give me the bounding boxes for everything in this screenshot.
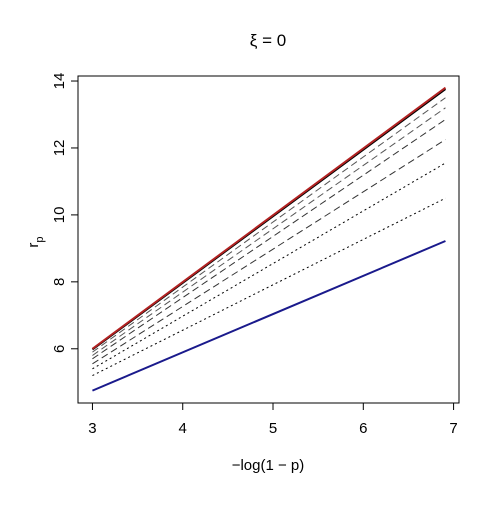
chart-title: ξ = 0 [250, 31, 286, 50]
x-axis-label: −log(1 − p) [232, 457, 305, 474]
series-line [92, 197, 446, 377]
x-tick-label: 4 [179, 420, 187, 437]
y-tick-label: 6 [51, 345, 68, 353]
x-tick-label: 5 [269, 420, 277, 437]
series-line [92, 162, 446, 370]
x-tick-label: 3 [88, 420, 96, 437]
y-axis-label-group: rp [25, 236, 46, 247]
series-line [92, 107, 446, 356]
series-line [92, 139, 446, 365]
y-tick-label: 12 [51, 140, 68, 157]
y-label-main: r [25, 243, 42, 248]
series-line [92, 119, 446, 360]
x-tick-label: 7 [449, 420, 457, 437]
plot-box [77, 75, 460, 404]
y-tick-label: 8 [51, 278, 68, 286]
y-axis-label: rp [25, 236, 46, 247]
series-line [92, 97, 446, 353]
x-tick-label: 6 [359, 420, 367, 437]
y-label-sub: p [34, 236, 46, 242]
y-tick-label: 14 [51, 73, 68, 90]
series-line [91, 86, 447, 350]
series-line [92, 240, 446, 392]
y-tick-label: 10 [51, 207, 68, 224]
